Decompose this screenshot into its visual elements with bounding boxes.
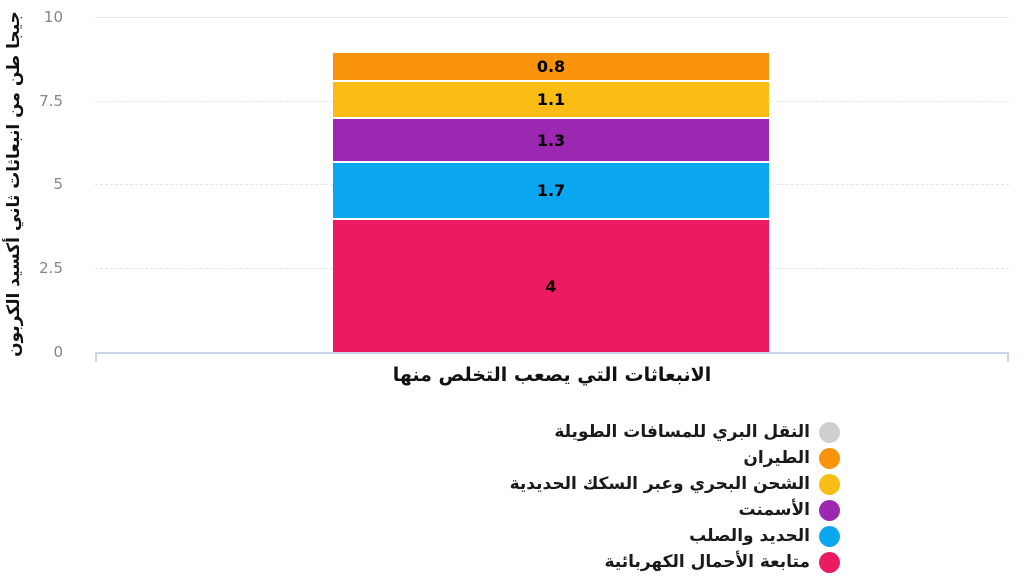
legend-item-cement: الأسمنت (510, 497, 840, 523)
bar-segment-iron-steel: 1.7 (333, 161, 769, 218)
x-axis-line (95, 352, 1009, 362)
legend-dot-pink-icon (819, 551, 840, 573)
legend-item-shipping-rail: الشحن البحري وعبر السكك الحديدية (510, 471, 840, 497)
segment-value-label: 1.1 (536, 90, 566, 109)
y-axis-title: جيجا طن من انبعاثات ثاني أكسيد الكربون (4, 11, 24, 357)
segment-value-label: 1.7 (536, 181, 566, 200)
legend-item-load-following: متابعة الأحمال الكهربائية (510, 549, 840, 575)
legend-label: الطيران (743, 448, 810, 468)
stacked-bar: 0.8 1.1 1.3 1.7 4 (333, 53, 769, 352)
legend-label: الشحن البحري وعبر السكك الحديدية (509, 474, 810, 494)
bar-segment-cement: 1.3 (333, 117, 769, 161)
legend-dot-gray-icon (819, 421, 840, 443)
legend-label: الحديد والصلب (689, 526, 810, 546)
legend-item-iron-steel: الحديد والصلب (510, 523, 840, 549)
legend-label: متابعة الأحمال الكهربائية (604, 552, 810, 572)
legend-dot-orange-icon (819, 447, 840, 469)
segment-value-label: 1.3 (536, 130, 566, 150)
legend-dot-purple-icon (819, 499, 840, 521)
segment-value-label: 4 (545, 276, 557, 296)
bar-segment-shipping-rail: 1.1 (333, 80, 769, 117)
legend-item-road-transport: النقل البري للمسافات الطويلة (510, 419, 840, 445)
y-tick-10: 10 (43, 8, 63, 26)
bar-segment-load-following: 4 (333, 218, 769, 352)
x-axis-title: الانبعاثات التي يصعب التخلص منها (392, 364, 712, 386)
legend-label: النقل البري للمسافات الطويلة (554, 422, 810, 442)
gridline-10 (95, 17, 1009, 18)
legend-dot-yellow-icon (819, 473, 840, 495)
bar-segment-aviation: 0.8 (333, 53, 769, 80)
legend-item-aviation: الطيران (510, 445, 840, 471)
y-tick-5: 5 (53, 175, 63, 193)
y-tick-7-5: 7.5 (39, 92, 63, 110)
y-tick-0: 0 (53, 343, 63, 361)
y-tick-2-5: 2.5 (39, 259, 63, 277)
segment-value-label: 0.8 (536, 57, 566, 76)
chart-legend: النقل البري للمسافات الطويلة الطيران الش… (510, 419, 840, 575)
legend-dot-blue-icon (819, 525, 840, 547)
legend-label: الأسمنت (738, 500, 810, 520)
